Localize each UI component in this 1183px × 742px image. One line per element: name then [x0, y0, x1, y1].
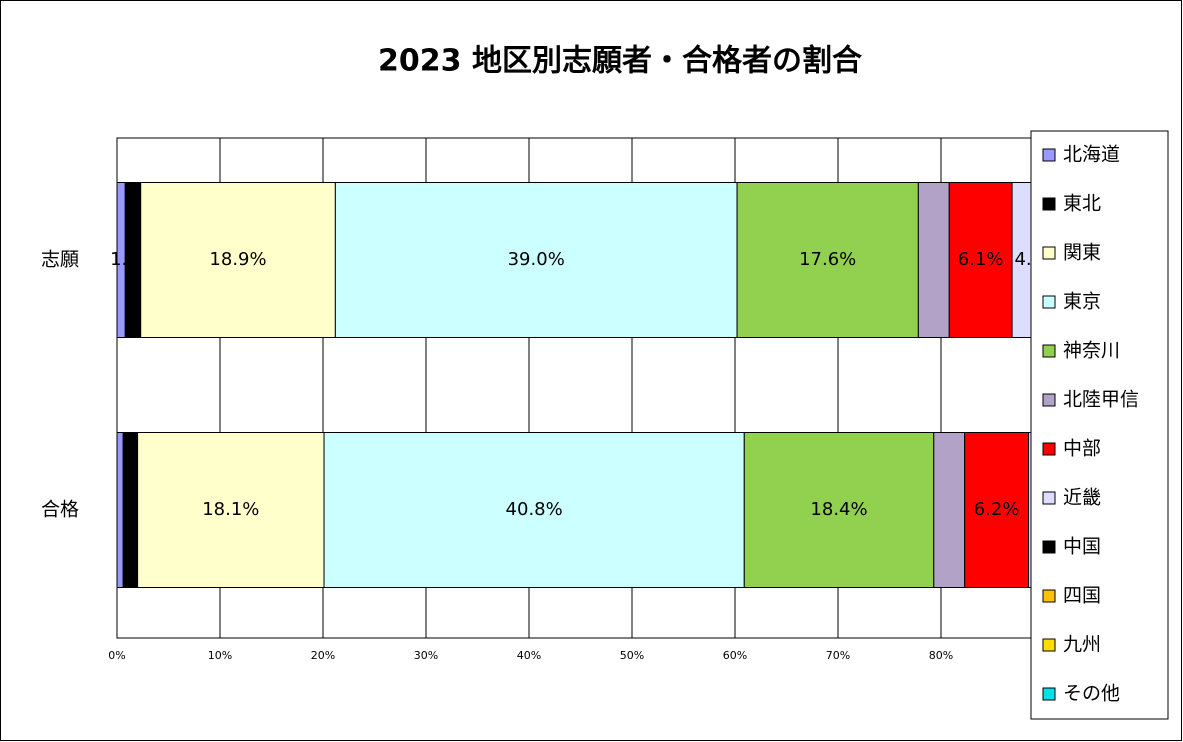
legend-label: 東北	[1063, 193, 1101, 215]
legend-swatch	[1042, 148, 1056, 162]
data-label: 40.8%	[506, 499, 563, 520]
legend-label: 神奈川	[1063, 340, 1120, 362]
x-tick-label: 30%	[414, 649, 438, 662]
data-label: 39.0%	[508, 249, 565, 270]
bar-segment	[933, 432, 966, 588]
legend-swatch	[1042, 442, 1056, 456]
legend-label: 北陸甲信	[1063, 389, 1139, 411]
legend-label: 九州	[1063, 634, 1101, 656]
legend-swatch	[1042, 540, 1056, 554]
data-label: 18.1%	[202, 499, 259, 520]
legend-label: 四国	[1063, 585, 1101, 607]
x-tick-label: 10%	[208, 649, 232, 662]
bar-segment	[948, 182, 1013, 338]
data-label: 6.2%	[974, 499, 1020, 520]
x-tick-label: 20%	[311, 649, 335, 662]
bar-segment	[736, 182, 919, 338]
data-label: 17.6%	[799, 249, 856, 270]
bar-segment	[964, 432, 1030, 588]
x-tick-label: 70%	[826, 649, 850, 662]
bar-segment	[137, 432, 325, 588]
legend-label: 関東	[1063, 242, 1101, 264]
legend-swatch	[1042, 589, 1056, 603]
legend-swatch	[1042, 246, 1056, 260]
bar-segment	[122, 432, 139, 588]
data-label: 18.4%	[810, 499, 867, 520]
chart-title: 2023 地区別志願者・合格者の割合	[378, 44, 862, 79]
legend-swatch	[1042, 638, 1056, 652]
legend-label: その他	[1063, 683, 1120, 705]
y-tick-label: 志願	[41, 249, 79, 271]
legend-label: 中部	[1063, 438, 1101, 460]
data-label: 18.9%	[209, 249, 266, 270]
x-tick-label: 50%	[620, 649, 644, 662]
legend-label: 近畿	[1063, 487, 1101, 509]
bar-segment	[334, 182, 738, 338]
legend-label: 東京	[1063, 291, 1101, 313]
bar-segment	[917, 182, 950, 338]
x-tick-label: 80%	[929, 649, 953, 662]
x-tick-label: 60%	[723, 649, 747, 662]
legend-swatch	[1042, 344, 1056, 358]
data-label: 6.1%	[958, 249, 1004, 270]
plot-area: 0% 10% 20% 30% 40% 50% 60% 70% 80%志願 1.5% 18.9% 39.…	[41, 137, 1150, 662]
y-tick-label: 合格	[41, 499, 79, 521]
legend-swatch	[1042, 197, 1056, 211]
legend-swatch	[1042, 393, 1056, 407]
x-tick-label: 0%	[108, 649, 125, 662]
legend-swatch	[1042, 687, 1056, 701]
legend-box	[1030, 130, 1169, 720]
bar-segment	[116, 432, 124, 588]
legend-swatch	[1042, 491, 1056, 505]
legend-swatch	[1042, 295, 1056, 309]
x-tick-label: 40%	[517, 649, 541, 662]
bar-segment	[140, 182, 336, 338]
legend-label: 北海道	[1063, 144, 1120, 166]
legend-label: 中国	[1063, 536, 1101, 558]
